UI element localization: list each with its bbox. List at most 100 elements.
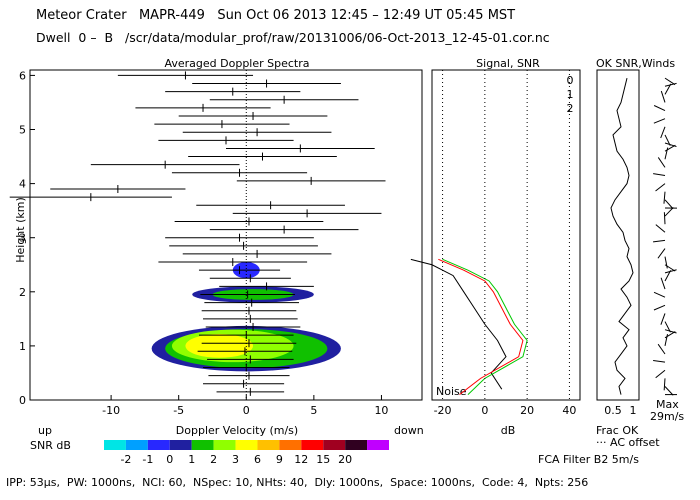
spectra-xlabel: Doppler Velocity (m/s) [176, 424, 298, 437]
page-title: Meteor Crater MAPR-449 Sun Oct 06 2013 1… [36, 8, 516, 23]
wind-arrow-18 [657, 248, 666, 259]
wind-arrow-35 [653, 105, 666, 112]
wind-arrow-33 [660, 126, 666, 139]
wind-arrow-9 [664, 321, 671, 333]
colorbar-tick-5: 3 [232, 453, 239, 466]
spectra-xtick-label-4: 10 [374, 404, 388, 417]
wind-arrow-31 [664, 142, 677, 148]
colorbar-swatch-10 [323, 440, 346, 450]
wind-arrow-20 [655, 224, 666, 233]
colorbar-tick-2: 0 [166, 453, 173, 466]
colorbar-tick-8: 12 [294, 453, 308, 466]
wind-arrow-6 [664, 334, 668, 347]
colorbar-tick-0: -2 [120, 453, 131, 466]
wind-arrow-11 [653, 304, 666, 311]
snr-xtick-label-3: 40 [562, 404, 576, 417]
spectra-title: Averaged Doppler Spectra [164, 57, 309, 70]
colorbar-tick-3: 1 [188, 453, 195, 466]
colorbar-label: SNR dB [30, 439, 71, 452]
wind-arrow-24 [664, 199, 674, 210]
dwell-path: Dwell 0 – B /scr/data/modular_prof/raw/2… [36, 30, 550, 45]
filter-label: FCA Filter B2 5m/s [538, 453, 639, 466]
colorbar-tick-1: -1 [142, 453, 153, 466]
wind-arrow-19 [653, 239, 666, 243]
colorbar-swatch-5 [213, 440, 236, 450]
colorbar-swatch-9 [301, 440, 324, 450]
wind-arrow-4 [653, 359, 666, 363]
wind-arrow-27 [653, 173, 666, 176]
up-note: up [38, 424, 52, 437]
frac-ok-line [610, 77, 634, 395]
colorbar-swatch-1 [125, 440, 148, 450]
spectra-xtick-label-2: 0 [243, 404, 250, 417]
colorbar-swatch-12 [367, 440, 389, 450]
spectra-xtick-label-1: -5 [173, 404, 184, 417]
colorbar-tick-10: 20 [338, 453, 352, 466]
ok-title: OK SNR,Winds [596, 57, 675, 70]
colorbar-swatch-11 [345, 440, 368, 450]
snr-title: Signal, SNR [476, 57, 540, 70]
spectra-ytick-label-3: 3 [19, 232, 26, 245]
snr-panel: Signal, SNR dB FCA Filter B2 5m/s 012 -2… [410, 57, 639, 466]
wind-arrow-34 [653, 118, 666, 124]
wind-arrow-26 [655, 183, 666, 192]
wind-arrow-39 [664, 77, 676, 86]
spectra-ytick-label-5: 5 [19, 124, 26, 137]
colorbar-tick-7: 9 [276, 453, 283, 466]
colorbar-tick-4: 2 [210, 453, 217, 466]
snr-series-0 [410, 258, 507, 390]
ok-xtick-label-0: 0.5 [604, 404, 622, 417]
ok-frame [596, 69, 640, 401]
colorbar-tick-9: 15 [316, 453, 330, 466]
wind-arrow-36 [660, 90, 666, 103]
wind-arrow-3 [655, 369, 666, 379]
spectrum-patch-3 [185, 334, 254, 358]
footer-params: IPP: 53μs, PW: 1000ns, NCI: 60, NSpec: 1… [6, 476, 589, 489]
colorbar-swatch-3 [169, 440, 192, 450]
wind-arrow-28 [657, 157, 666, 168]
colorbar-tick-6: 6 [254, 453, 261, 466]
ok-xtick-label-1: 1 [630, 404, 637, 417]
snr-series-1 [438, 258, 524, 395]
wind-arrow-1 [664, 386, 674, 396]
colorbar-swatch-7 [257, 440, 280, 450]
spectra-ytick-label-1: 1 [19, 340, 26, 353]
wind-arrow-38 [664, 82, 677, 87]
snr-legend-0: 0 [567, 74, 574, 87]
colorbar-swatch-6 [235, 440, 258, 450]
spectra-xtick-label-3: 5 [310, 404, 317, 417]
wind-arrow-10 [660, 313, 666, 325]
wind-arrow-37 [664, 83, 672, 95]
spectra-ytick-label-0: 0 [19, 394, 26, 407]
spectra-ytick-label-6: 6 [19, 69, 26, 82]
snr-series-2 [442, 258, 528, 395]
snr-frame [431, 69, 581, 401]
noise-label: Noise [436, 385, 467, 398]
ok-winds-panel: OK SNR,Winds Frac OK ··· AC offset Max 2… [596, 57, 684, 449]
max-label: Max [656, 398, 679, 411]
wind-arrow-32 [664, 134, 671, 146]
ok-footnote: ··· AC offset [596, 436, 660, 449]
wind-arrow-5 [657, 343, 666, 355]
down-note: down [394, 424, 424, 437]
spectra-xtick-label-0: -10 [102, 404, 120, 417]
snr-xlabel: dB [501, 424, 516, 437]
colorbar-swatch-2 [147, 440, 170, 450]
spectra-ytick-label-4: 4 [19, 178, 26, 191]
colorbar: SNR dB -2 -1 0 1 2 3 6 9 12 15 20 [30, 439, 389, 466]
wind-arrow-25 [663, 191, 666, 204]
spectra-ytick-label-2: 2 [19, 286, 26, 299]
snr-xtick-label-0: -20 [434, 404, 452, 417]
snr-xtick-label-1: 0 [481, 404, 488, 417]
snr-xtick-label-2: 20 [520, 404, 534, 417]
wind-arrow-17 [664, 256, 668, 269]
snr-legend-2: 2 [567, 102, 574, 115]
snr-legend-1: 1 [567, 88, 574, 101]
wind-arrow-22 [664, 207, 674, 217]
colorbar-swatch-4 [191, 440, 214, 450]
wind-arrow-21 [663, 212, 666, 225]
wind-arrow-2 [663, 378, 666, 391]
colorbar-swatch-8 [279, 440, 302, 450]
wind-arrow-13 [660, 277, 666, 290]
